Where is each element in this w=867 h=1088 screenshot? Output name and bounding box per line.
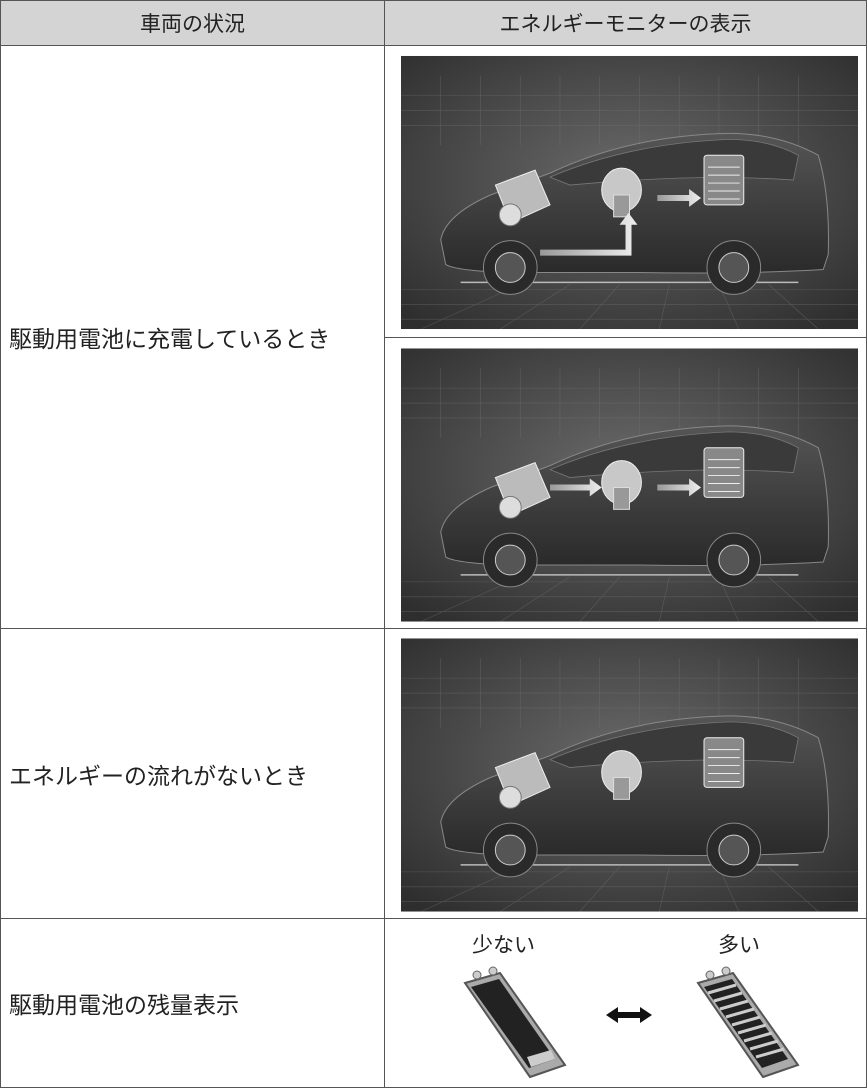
header-cell: 車両の状況: [0, 0, 385, 46]
battery-high-label: 多い: [718, 933, 760, 957]
row-label: 駆動用電池に充電しているとき: [0, 45, 385, 629]
row-label: 駆動用電池の残量表示: [0, 918, 385, 1088]
battery-low-icon: [463, 966, 567, 1079]
double-arrow: [606, 1007, 652, 1023]
energy-monitor-image: [401, 638, 858, 912]
row-label: エネルギーの流れがないとき: [0, 628, 385, 919]
energy-monitor-image: [401, 348, 858, 622]
battery-low-label: 少ない: [472, 933, 535, 957]
battery-high-icon: [696, 966, 800, 1079]
energy-monitor-image: [401, 55, 858, 330]
header-cell: エネルギーモニターの表示: [384, 0, 867, 46]
